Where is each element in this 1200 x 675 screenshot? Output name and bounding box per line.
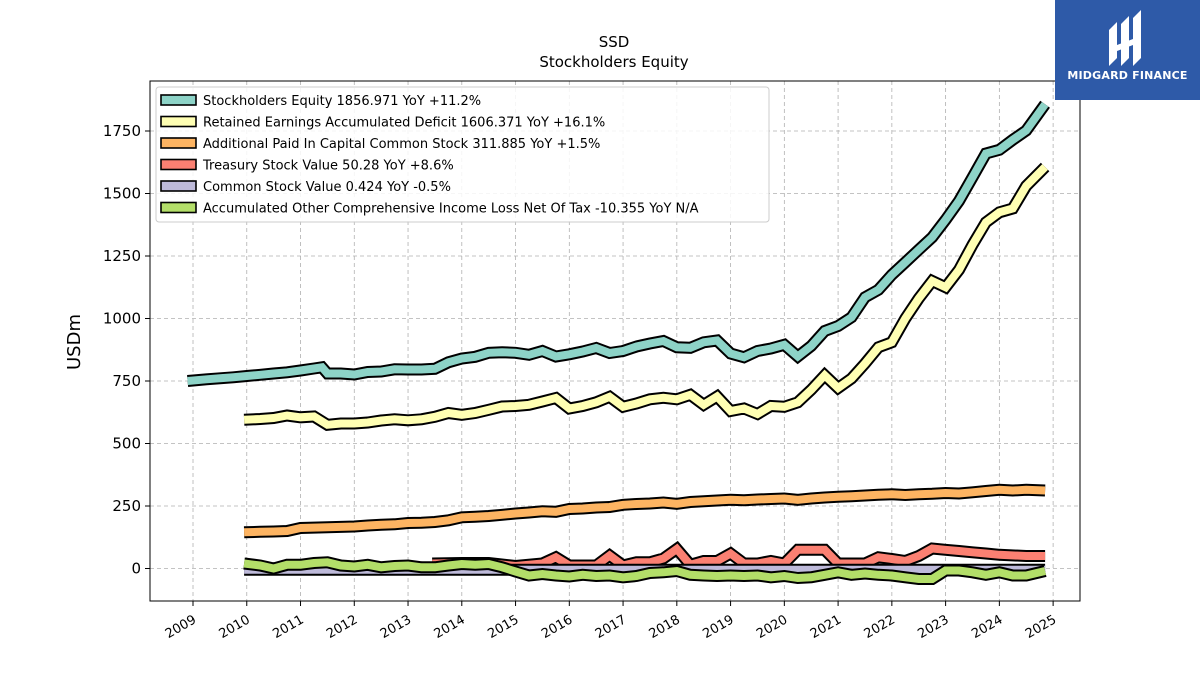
legend-entry: Accumulated Other Comprehensive Income L…	[203, 202, 699, 217]
x-tick-label: 2016	[539, 612, 575, 642]
legend-entry: Stockholders Equity 1856.971 YoY +11.2%	[203, 94, 481, 109]
legend-entry: Common Stock Value 0.424 YoY -0.5%	[203, 180, 451, 195]
midgard-logo-icon	[1109, 10, 1141, 66]
x-tick-label: 2024	[969, 612, 1005, 642]
legend-entry: Additional Paid In Capital Common Stock …	[203, 137, 600, 152]
x-tick-label: 2021	[808, 612, 844, 642]
x-tick-label: 2010	[217, 612, 253, 642]
series-line	[243, 558, 1047, 583]
series-line	[432, 543, 1046, 571]
x-tick-label: 2018	[647, 612, 683, 642]
y-tick-label: 0	[131, 560, 141, 578]
legend: Stockholders Equity 1856.971 YoY +11.2% R…	[155, 86, 770, 223]
legend-entry: Treasury Stock Value 50.28 YoY +8.6%	[202, 159, 454, 174]
logo-text: MIDGARD FINANCE	[1067, 69, 1188, 82]
chart-subtitle: Stockholders Equity	[539, 53, 688, 71]
x-tick-label: 2011	[270, 612, 306, 642]
x-tick-label: 2015	[485, 612, 521, 642]
x-tick-label: 2009	[163, 612, 199, 642]
y-tick-label: 1750	[103, 122, 141, 140]
x-tick-label: 2019	[700, 612, 736, 642]
legend-box	[155, 86, 770, 223]
y-tick-label: 1500	[103, 185, 141, 203]
x-tick-label: 2013	[378, 612, 414, 642]
chart-title: SSD	[599, 33, 630, 51]
legend-swatch	[160, 115, 197, 128]
series-lines	[187, 100, 1050, 585]
x-tick-label: 2023	[915, 612, 951, 642]
x-tick-label: 2014	[432, 612, 468, 642]
series-line	[243, 485, 1046, 537]
legend-swatch	[160, 180, 197, 192]
legend-swatch	[160, 158, 197, 171]
legend-swatch	[160, 201, 197, 214]
y-axis-label: USDm	[64, 314, 85, 370]
x-tick-label: 2017	[593, 612, 629, 642]
y-tick-label: 1000	[103, 310, 141, 328]
series-line	[187, 101, 1049, 385]
y-tick-label: 750	[112, 372, 141, 390]
y-tick-label: 250	[112, 497, 141, 515]
midgard-logo: MIDGARD FINANCE	[1055, 0, 1200, 100]
y-tick-label: 500	[112, 435, 141, 453]
y-tick-label: 1250	[103, 247, 141, 265]
legend-entry: Retained Earnings Accumulated Deficit 16…	[203, 116, 605, 131]
x-tick-label: 2025	[1023, 612, 1059, 642]
x-tick-label: 2020	[754, 612, 790, 642]
legend-swatch	[160, 94, 197, 106]
series-line	[243, 164, 1048, 429]
x-tick-label: 2022	[862, 612, 898, 642]
x-tick-label: 2012	[324, 612, 360, 642]
legend-swatch	[160, 137, 197, 149]
plot-frame	[149, 80, 1081, 602]
